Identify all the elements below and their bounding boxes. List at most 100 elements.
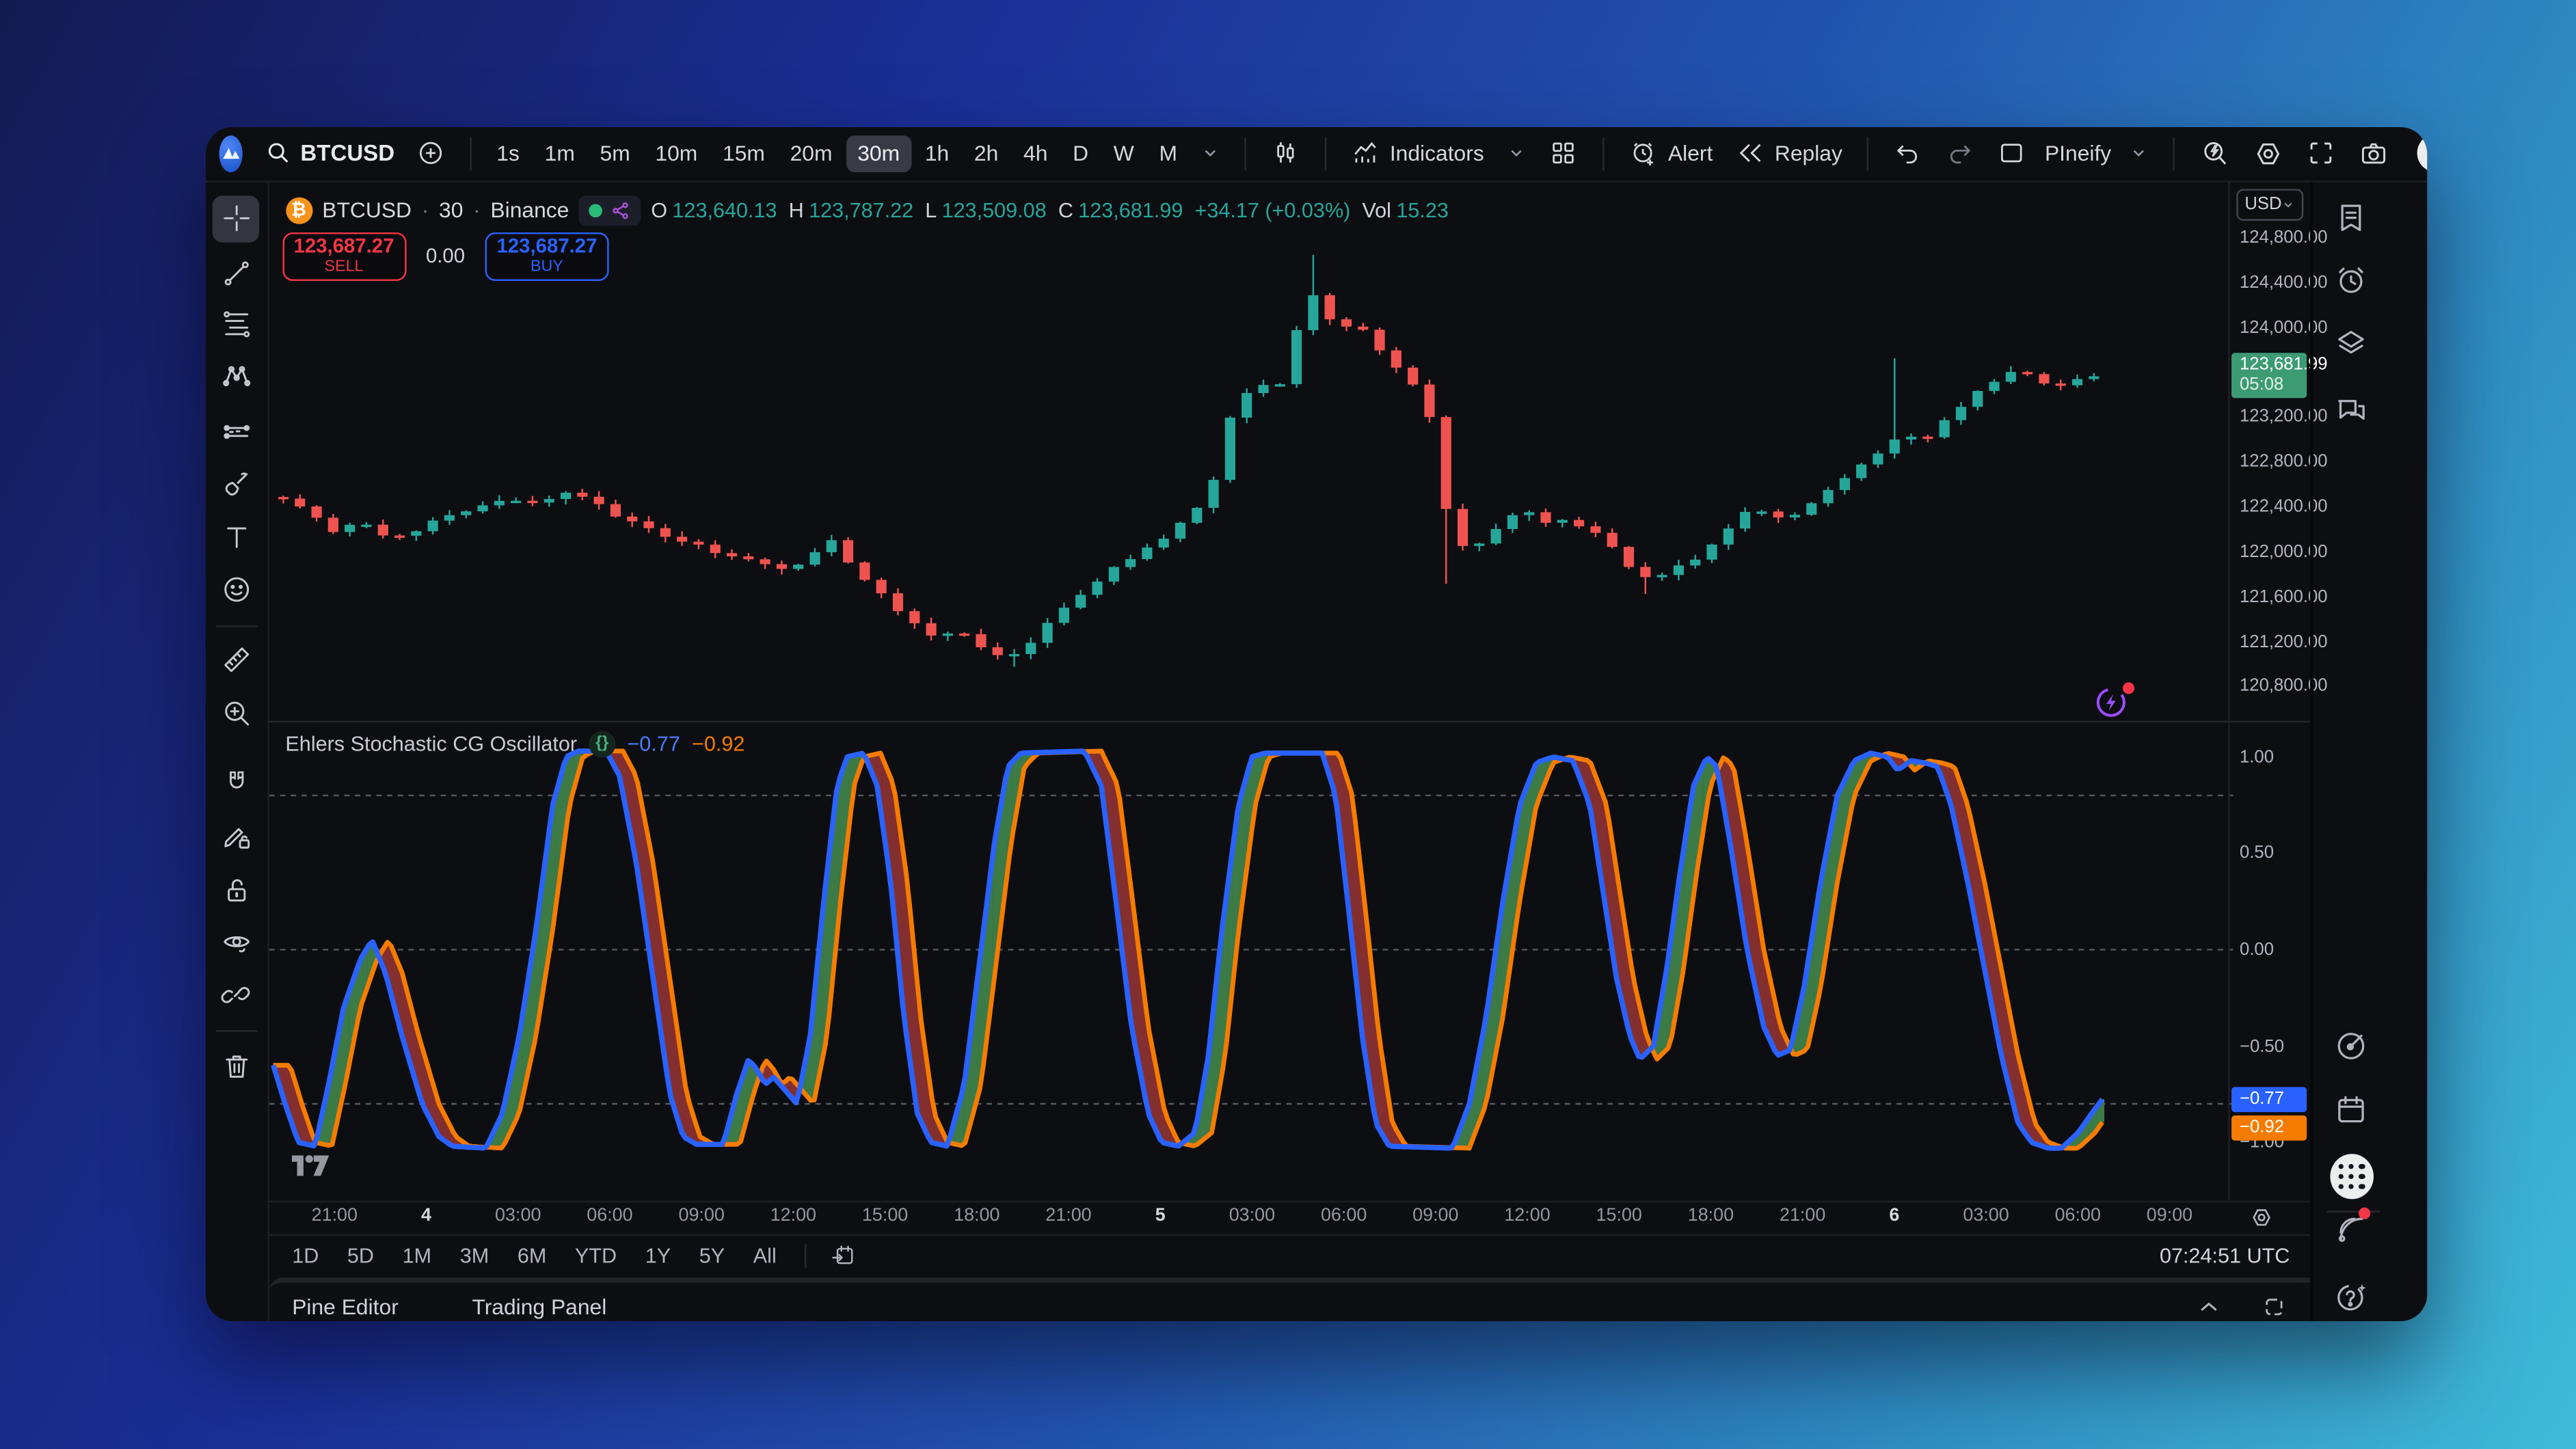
tab-pine-editor[interactable]: Pine Editor bbox=[292, 1294, 399, 1320]
hide-drawings-tool[interactable] bbox=[213, 919, 260, 966]
layers-icon bbox=[2334, 326, 2369, 361]
go-to-date-icon[interactable] bbox=[830, 1243, 857, 1270]
change-value: +34.17 (+0.03%) bbox=[1194, 198, 1351, 222]
lock-drawings-tool[interactable] bbox=[213, 867, 260, 915]
pattern-tool[interactable] bbox=[213, 354, 260, 401]
range-All[interactable]: All bbox=[753, 1245, 777, 1269]
undo-icon[interactable] bbox=[1883, 135, 1935, 172]
chart-type-icon[interactable] bbox=[1259, 135, 1311, 172]
interval-5m[interactable]: 5m bbox=[600, 140, 630, 166]
magnet-tool[interactable] bbox=[213, 760, 260, 807]
time-label: 09:00 bbox=[1412, 1206, 1459, 1227]
layout-name[interactable]: PIneify bbox=[2044, 140, 2112, 166]
interval-15m[interactable]: 15m bbox=[723, 140, 765, 166]
alert-button[interactable]: Alert bbox=[1618, 135, 1725, 172]
fib-retracement-tool[interactable] bbox=[213, 300, 260, 347]
object-tree-button[interactable] bbox=[2330, 322, 2374, 366]
ohlc-readout: O 123,640.13 H 123,787.22 L 123,509.08 C 123… bbox=[651, 198, 1449, 222]
all-apps-button[interactable] bbox=[2330, 1154, 2374, 1200]
brush-tool[interactable] bbox=[213, 461, 260, 508]
instant-trading-icon[interactable] bbox=[2092, 681, 2134, 724]
clock-utc[interactable]: 07:24:51 UTC bbox=[2159, 1245, 2290, 1269]
source-pill[interactable] bbox=[579, 195, 641, 226]
interval-W[interactable]: W bbox=[1113, 140, 1134, 166]
replay-button[interactable]: Replay bbox=[1724, 135, 1854, 172]
interval-2h[interactable]: 2h bbox=[974, 140, 999, 166]
indicator-templates-icon[interactable] bbox=[1538, 135, 1589, 172]
symbol-legend[interactable]: ₿ BTCUSD · 30 · Binance O 123,640.13 bbox=[285, 195, 1449, 226]
interval-30m[interactable]: 30m bbox=[846, 135, 912, 172]
interval-M[interactable]: M bbox=[1159, 140, 1178, 166]
symbol-search-button[interactable]: BTCUSD bbox=[255, 141, 404, 165]
chat-button[interactable] bbox=[2330, 389, 2374, 433]
indicators-chevron-icon[interactable] bbox=[1496, 135, 1538, 172]
interval-20m[interactable]: 20m bbox=[790, 140, 833, 166]
layout-chevron-icon[interactable] bbox=[2118, 135, 2160, 172]
time-label: 21:00 bbox=[311, 1206, 358, 1227]
time-axis[interactable]: 21:00 4 03:00 06:00 09:00 12:00 15:00 18:00 21:0… bbox=[268, 1201, 2310, 1233]
range-5D[interactable]: 5D bbox=[347, 1245, 375, 1269]
range-1D[interactable]: 1D bbox=[292, 1245, 319, 1269]
broker-logo-icon[interactable] bbox=[218, 135, 242, 172]
pane-divider[interactable] bbox=[268, 720, 2233, 722]
legend-sep: · bbox=[473, 197, 481, 223]
layout-icon[interactable] bbox=[1986, 135, 2038, 172]
range-1M[interactable]: 1M bbox=[402, 1245, 432, 1269]
data-feed-button[interactable] bbox=[2330, 1206, 2374, 1251]
range-1Y[interactable]: 1Y bbox=[645, 1245, 671, 1269]
last-price-badge: 123,681.99 05:08 bbox=[2231, 353, 2328, 398]
interval-1h[interactable]: 1h bbox=[924, 140, 950, 166]
drawing-mode-tool[interactable] bbox=[213, 814, 260, 861]
candlestick-chart bbox=[277, 254, 2099, 666]
time-axis-gear-icon[interactable] bbox=[2250, 1206, 2273, 1230]
buy-button[interactable]: 123,687.27 BUY bbox=[485, 232, 609, 281]
watchlist-button[interactable] bbox=[2330, 197, 2374, 241]
calendar-button[interactable] bbox=[2330, 1088, 2374, 1132]
range-6M[interactable]: 6M bbox=[517, 1245, 547, 1269]
sell-button[interactable]: 123,687.27 SELL bbox=[282, 232, 406, 281]
interval-4h[interactable]: 4h bbox=[1023, 140, 1048, 166]
oscillator-legend[interactable]: Ehlers Stochastic CG Oscillator {} −0.77… bbox=[285, 730, 744, 757]
screener-button[interactable] bbox=[2330, 1025, 2374, 1068]
interval-10m[interactable]: 10m bbox=[655, 140, 698, 166]
fullscreen-icon[interactable] bbox=[2295, 135, 2347, 172]
interval-1s[interactable]: 1s bbox=[496, 140, 520, 166]
text-tool[interactable] bbox=[213, 515, 260, 562]
trend-line-tool[interactable] bbox=[213, 250, 260, 297]
tab-trading-panel[interactable]: Trading Panel bbox=[472, 1294, 607, 1320]
sell-price: 123,687.27 bbox=[293, 233, 394, 257]
time-label: 06:00 bbox=[587, 1206, 633, 1227]
indicators-button[interactable]: Indicators bbox=[1339, 135, 1495, 172]
redo-icon[interactable] bbox=[1934, 135, 1986, 172]
publish-button[interactable]: Publish bbox=[2417, 133, 2428, 173]
screenshot-camera-icon[interactable] bbox=[2347, 135, 2400, 172]
range-5Y[interactable]: 5Y bbox=[699, 1245, 725, 1269]
interval-1m[interactable]: 1m bbox=[544, 140, 575, 166]
currency-dropdown[interactable]: USD bbox=[2236, 188, 2303, 220]
chart-plot-area[interactable]: ₿ BTCUSD · 30 · Binance O 123,640.13 bbox=[268, 182, 2233, 1202]
prediction-tool[interactable] bbox=[213, 407, 260, 455]
alerts-panel-button[interactable] bbox=[2330, 258, 2374, 302]
help-button[interactable] bbox=[2330, 1275, 2374, 1319]
settings-gear-icon[interactable] bbox=[2242, 135, 2295, 172]
quick-search-icon[interactable] bbox=[2188, 135, 2242, 172]
range-3M[interactable]: 3M bbox=[459, 1245, 489, 1269]
legend-symbol: BTCUSD bbox=[322, 197, 412, 223]
zoom-in-tool[interactable] bbox=[213, 690, 260, 737]
toolbar-separator bbox=[2173, 136, 2175, 170]
range-YTD[interactable]: YTD bbox=[574, 1245, 617, 1269]
interval-chevron-icon[interactable] bbox=[1189, 135, 1231, 172]
emoji-tool[interactable] bbox=[213, 566, 260, 613]
btc-icon: ₿ bbox=[285, 196, 312, 224]
ruler-tool[interactable] bbox=[213, 636, 260, 683]
interval-D[interactable]: D bbox=[1073, 140, 1089, 166]
pine-script-icon: {} bbox=[589, 730, 616, 757]
price-scale[interactable]: USD 124,800.00 124,400.00 124,000.00 123,20… bbox=[2227, 181, 2328, 1202]
sync-drawings-tool[interactable] bbox=[213, 971, 260, 1018]
crosshair-tool[interactable] bbox=[212, 195, 260, 242]
remove-drawings-tool[interactable] bbox=[213, 1043, 260, 1090]
collapse-panel-icon[interactable] bbox=[2196, 1295, 2221, 1320]
compare-add-icon[interactable] bbox=[405, 135, 457, 172]
share-icon bbox=[611, 200, 631, 220]
maximize-panel-icon[interactable] bbox=[2262, 1295, 2287, 1320]
